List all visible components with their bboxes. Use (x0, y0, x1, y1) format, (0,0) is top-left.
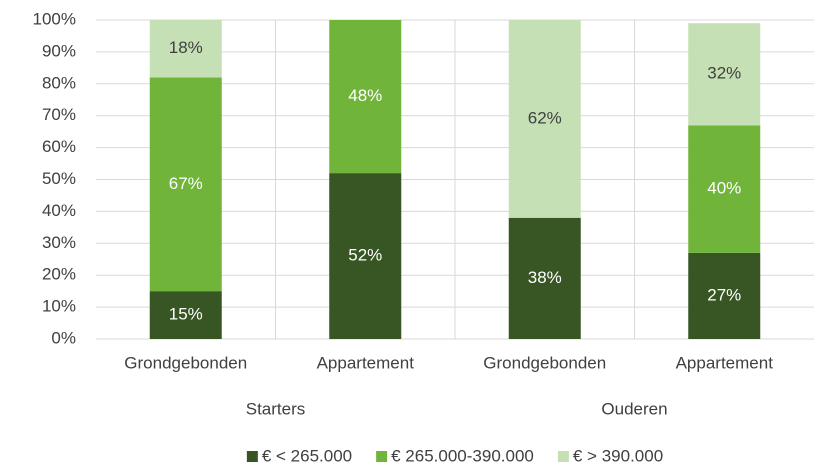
data-label: 15% (169, 305, 203, 324)
bar-segment (688, 252, 761, 339)
legend-label: € > 390.000 (573, 446, 663, 465)
y-tick-label: 90% (42, 41, 76, 60)
bar-segment (688, 125, 761, 253)
x-tick-label: Appartement (676, 353, 774, 372)
y-tick-label: 60% (42, 137, 76, 156)
data-label: 62% (528, 108, 562, 127)
x-tick-label: Grondgebonden (483, 353, 606, 372)
data-label: 67% (169, 174, 203, 193)
group-label: Starters (246, 399, 306, 418)
y-tick-label: 40% (42, 201, 76, 220)
y-tick-label: 100% (33, 9, 76, 28)
x-tick-label: Grondgebonden (124, 353, 247, 372)
x-tick-label: Appartement (317, 353, 415, 372)
bar-segment (508, 217, 581, 339)
bar-segment (149, 77, 222, 292)
legend-swatch (376, 451, 388, 462)
legend-swatch (246, 451, 258, 462)
y-tick-label: 30% (42, 233, 76, 252)
y-tick-label: 70% (42, 105, 76, 124)
y-tick-label: 50% (42, 169, 76, 188)
bar-segment (688, 23, 761, 126)
group-label: Ouderen (601, 399, 667, 418)
legend-label: € < 265.000 (262, 446, 352, 465)
bar-segment (149, 20, 222, 78)
data-label: 38% (528, 268, 562, 287)
data-label: 18% (169, 38, 203, 57)
data-label: 40% (707, 179, 741, 198)
y-tick-label: 10% (42, 297, 76, 316)
bar-segment (508, 20, 581, 218)
bar-segment (329, 20, 402, 174)
legend-label: € 265.000-390.000 (391, 446, 534, 465)
data-label: 27% (707, 285, 741, 304)
legend-swatch (557, 451, 569, 462)
y-tick-label: 20% (42, 265, 76, 284)
data-label: 48% (348, 86, 382, 105)
data-label: 32% (707, 64, 741, 83)
y-tick-label: 80% (42, 73, 76, 92)
bar-segment (329, 173, 402, 339)
data-label: 52% (348, 246, 382, 265)
y-tick-label: 0% (51, 328, 76, 347)
bar-segment (149, 291, 222, 339)
